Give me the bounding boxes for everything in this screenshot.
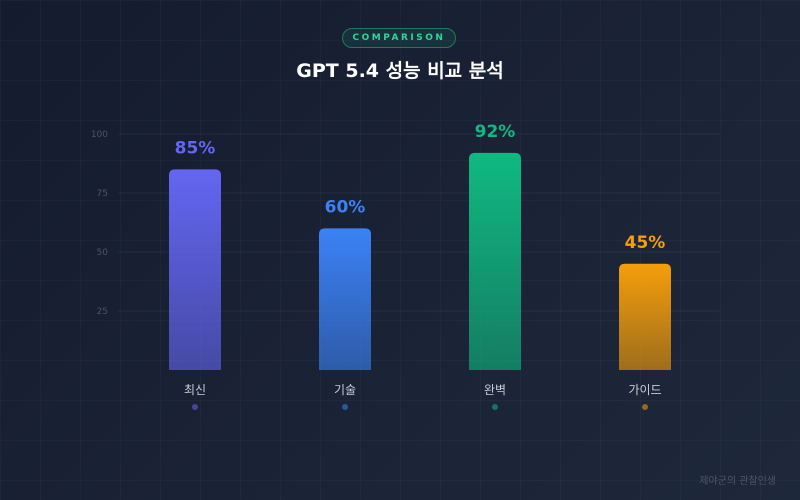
- y-tick-label: 50: [97, 248, 109, 258]
- category-dot: [492, 404, 498, 410]
- y-tick-label: 25: [97, 307, 108, 317]
- category-dot: [642, 404, 648, 410]
- category-label: 최신: [184, 383, 206, 397]
- bar-3: [619, 263, 671, 370]
- value-label: 45%: [625, 233, 666, 253]
- bars: 85% 최신 60% 기술 92% 완벽 45% 가이드: [169, 122, 671, 410]
- bar-0: [169, 169, 221, 370]
- value-label: 60%: [325, 197, 366, 217]
- category-label: 기술: [334, 383, 356, 397]
- y-tick-label: 75: [97, 189, 108, 199]
- y-tick-label: 100: [91, 130, 108, 140]
- value-label: 85%: [175, 138, 216, 158]
- bar-2: [469, 152, 521, 370]
- category-label: 가이드: [628, 383, 661, 397]
- category-dot: [342, 404, 348, 410]
- comparison-badge: COMPARISON: [342, 28, 456, 48]
- bar-1: [319, 228, 371, 370]
- category-label: 완벽: [484, 383, 506, 397]
- chart-title: GPT 5.4 성능 비교 분석: [296, 60, 504, 82]
- category-dot: [192, 404, 198, 410]
- credit-watermark: 제야군의 관찰인생: [699, 476, 776, 487]
- value-label: 92%: [475, 122, 516, 142]
